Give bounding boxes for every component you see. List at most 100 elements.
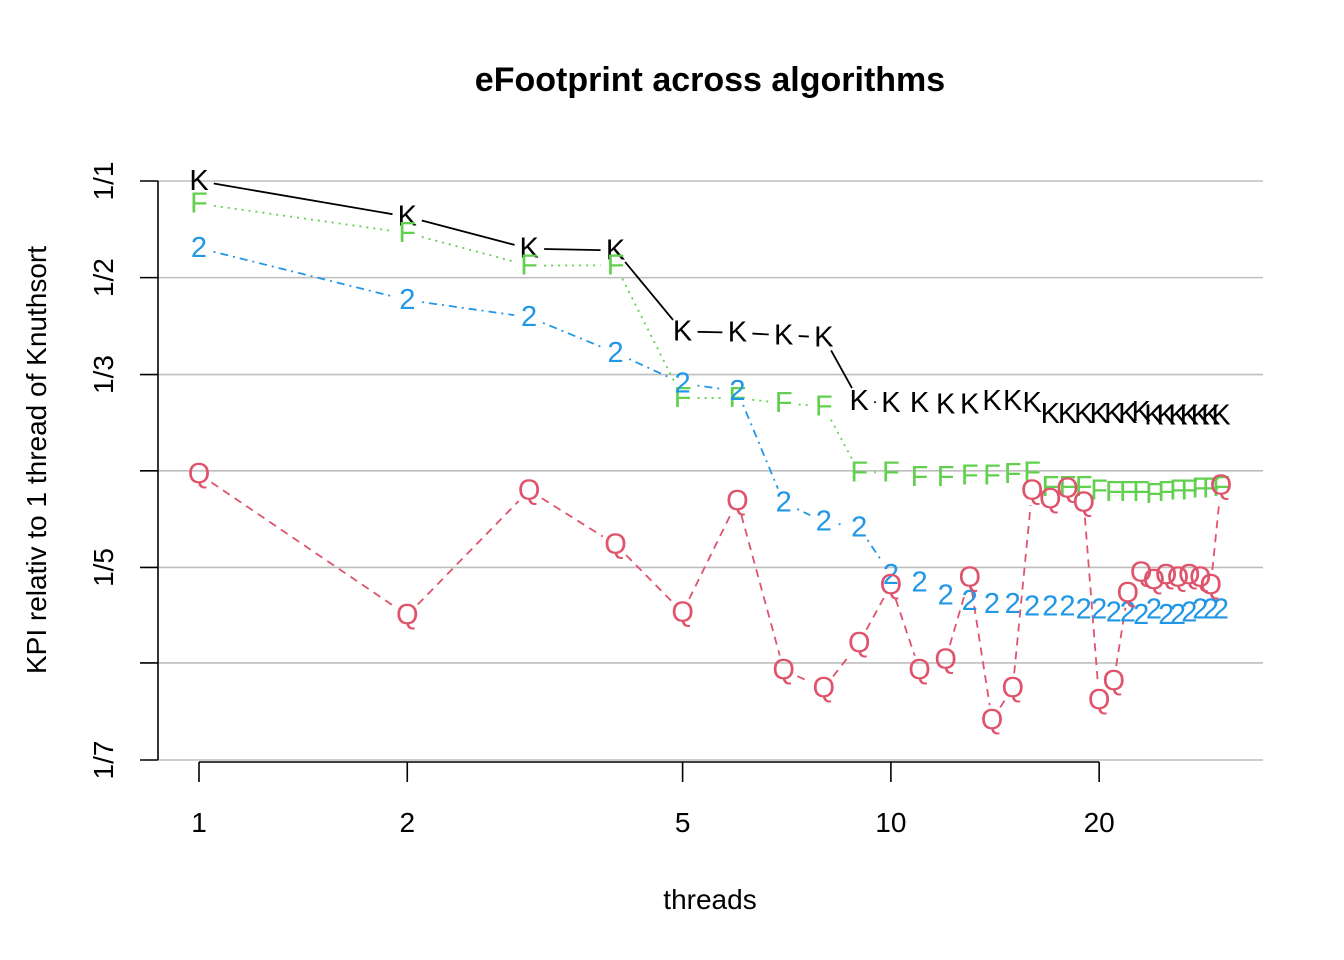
series-segment-K — [830, 349, 853, 389]
data-point-2: 2 — [607, 337, 623, 369]
data-point-2: 2 — [1203, 593, 1219, 625]
data-point-F: F — [1004, 458, 1022, 490]
data-point-F: F — [1202, 473, 1220, 505]
y-tick-label: 1/7 — [88, 741, 119, 780]
data-point-2: 2 — [883, 559, 899, 591]
series-segment-Q — [971, 591, 991, 706]
data-point-K: K — [1058, 398, 1078, 430]
data-point-2: 2 — [1042, 591, 1058, 623]
data-point-F: F — [1191, 473, 1209, 505]
data-point-K: K — [910, 387, 930, 419]
x-tick-label: 1 — [191, 807, 207, 838]
data-point-2: 2 — [1146, 593, 1162, 625]
data-point-2: 2 — [191, 232, 207, 264]
data-point-K: K — [1074, 398, 1094, 430]
data-point-Q: Q — [1021, 474, 1044, 506]
data-point-K: K — [1191, 399, 1211, 431]
data-point-Q: Q — [1103, 665, 1126, 697]
data-point-Q: Q — [981, 704, 1004, 736]
series-lines — [210, 182, 1221, 708]
series-segment-Q — [1115, 607, 1127, 667]
series-segment-Q — [210, 481, 396, 608]
data-point-K: K — [1118, 398, 1138, 430]
data-point-K: K — [1104, 398, 1124, 430]
data-point-2: 2 — [675, 367, 691, 399]
data-point-F: F — [1059, 471, 1077, 503]
series-segment-2 — [542, 322, 603, 348]
data-point-F: F — [1132, 476, 1150, 508]
x-tick-label: 2 — [399, 807, 415, 838]
series-segment-Q — [832, 654, 851, 677]
data-point-Q: Q — [908, 654, 931, 686]
data-point-F: F — [1157, 476, 1175, 508]
data-point-K: K — [728, 317, 748, 349]
x-tick-label: 5 — [675, 807, 691, 838]
data-point-2: 2 — [984, 588, 1000, 620]
data-point-F: F — [1105, 476, 1123, 508]
data-point-F: F — [1075, 471, 1093, 503]
series-segment-K — [213, 182, 393, 216]
data-point-K: K — [606, 234, 626, 266]
data-point-K: K — [1144, 399, 1164, 431]
chart-title: eFootprint across algorithms — [475, 61, 945, 99]
series-segment-2 — [422, 301, 515, 316]
data-point-2: 2 — [1059, 591, 1075, 623]
data-point-F: F — [1023, 456, 1041, 488]
data-point-F: F — [1090, 474, 1108, 506]
data-point-F: F — [1145, 478, 1163, 510]
y-axis: 1/1 1/2 1/3 1/5 1/7 — [88, 162, 159, 780]
data-point-Q: Q — [1056, 473, 1079, 505]
series-segment-Q — [999, 700, 1006, 708]
data-point-2: 2 — [399, 284, 415, 316]
x-axis: 1 2 5 10 20 — [191, 761, 1115, 838]
data-point-2: 2 — [1133, 599, 1149, 631]
data-point-2: 2 — [1192, 593, 1208, 625]
data-point-2: 2 — [1158, 599, 1174, 631]
data-point-2: 2 — [1181, 596, 1197, 628]
data-point-Q: Q — [1178, 559, 1201, 591]
x-tick-label: 20 — [1084, 807, 1115, 838]
data-point-2: 2 — [521, 301, 537, 333]
data-point-Q: Q — [1117, 577, 1140, 609]
data-point-Q: Q — [1001, 672, 1024, 704]
series-segment-Q — [541, 497, 604, 538]
data-point-K: K — [850, 385, 870, 417]
data-point-F: F — [911, 461, 929, 493]
data-point-K: K — [1201, 399, 1221, 431]
data-point-K: K — [1157, 399, 1177, 431]
data-point-Q: Q — [1200, 569, 1223, 601]
data-point-K: K — [881, 387, 901, 419]
data-point-2: 2 — [1213, 593, 1229, 625]
y-axis-label: KPI relativ to 1 thread of Knuthsort — [21, 246, 52, 674]
data-point-2: 2 — [1120, 596, 1136, 628]
y-tick-label: 1/2 — [88, 258, 119, 297]
data-point-F: F — [1041, 471, 1059, 503]
series-segment-Q — [949, 591, 967, 646]
data-point-Q: Q — [518, 474, 541, 506]
series-segment-Q — [796, 675, 811, 683]
y-tick-label: 1/3 — [88, 355, 119, 394]
series-segment-K — [421, 219, 515, 246]
data-point-2: 2 — [1005, 588, 1021, 620]
data-point-Q: Q — [880, 569, 903, 601]
data-point-F: F — [1169, 474, 1187, 506]
data-point-K: K — [1180, 399, 1200, 431]
series-segment-K — [697, 330, 723, 334]
series-segment-Q — [417, 500, 520, 606]
data-point-F: F — [674, 382, 692, 414]
data-point-K: K — [1041, 398, 1061, 430]
data-point-K: K — [519, 233, 539, 265]
data-point-2: 2 — [938, 580, 954, 612]
data-point-2: 2 — [851, 512, 867, 544]
data-point-Q: Q — [1072, 487, 1095, 519]
data-point-K: K — [774, 319, 794, 351]
data-point-2: 2 — [776, 487, 792, 519]
data-point-K: K — [814, 321, 834, 353]
data-point-K: K — [1168, 399, 1188, 431]
data-point-Q: Q — [1189, 561, 1212, 593]
data-point-Q: Q — [604, 528, 627, 560]
series-segment-2 — [628, 358, 670, 379]
data-point-F: F — [190, 188, 208, 220]
x-tick-label: 10 — [875, 807, 906, 838]
series-segment-F — [621, 278, 677, 386]
